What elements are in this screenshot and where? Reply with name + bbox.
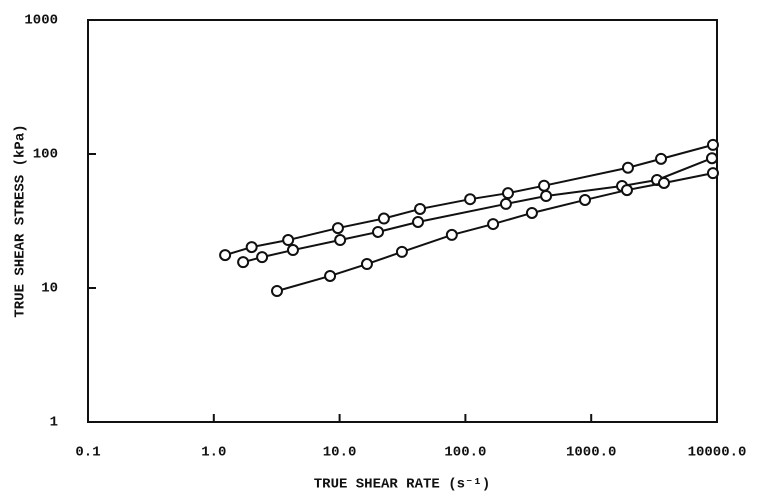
data-point xyxy=(334,234,347,247)
data-point xyxy=(706,167,719,180)
y-tick-label: 1000 xyxy=(24,13,58,29)
data-point xyxy=(445,228,458,241)
data-point xyxy=(377,212,390,225)
x-tick-label: 100.0 xyxy=(444,445,486,461)
data-point xyxy=(256,251,269,264)
x-tick-label: 0.1 xyxy=(75,445,100,461)
data-point xyxy=(620,184,633,197)
y-tick-label: 100 xyxy=(33,147,58,163)
data-point xyxy=(621,161,634,174)
y-tick-label: 1 xyxy=(50,415,58,431)
data-point xyxy=(579,193,592,206)
data-point xyxy=(538,179,551,192)
plot-frame xyxy=(87,19,718,423)
x-tick-label: 10000.0 xyxy=(688,445,747,461)
data-point xyxy=(271,284,284,297)
data-point xyxy=(360,258,373,271)
data-point xyxy=(245,241,258,254)
data-point xyxy=(706,138,719,151)
data-point xyxy=(525,206,538,219)
data-point xyxy=(324,269,337,282)
data-point xyxy=(331,222,344,235)
data-point xyxy=(655,152,668,165)
data-point xyxy=(237,256,250,269)
x-tick-label: 1000.0 xyxy=(566,445,616,461)
x-tick-label: 1.0 xyxy=(201,445,226,461)
data-point xyxy=(657,176,670,189)
data-point xyxy=(487,218,500,231)
data-point xyxy=(372,225,385,238)
data-point xyxy=(219,249,232,262)
series-line xyxy=(242,157,713,264)
data-point xyxy=(395,245,408,258)
data-point xyxy=(499,197,512,210)
y-tick-label: 10 xyxy=(41,281,58,297)
data-point xyxy=(540,189,553,202)
data-point xyxy=(412,215,425,228)
x-axis-label: TRUE SHEAR RATE (s⁻¹) xyxy=(314,477,490,493)
x-tick-label: 10.0 xyxy=(323,445,357,461)
data-point xyxy=(286,244,299,257)
data-point xyxy=(414,202,427,215)
data-point xyxy=(464,193,477,206)
data-point xyxy=(501,187,514,200)
data-point xyxy=(705,152,718,165)
y-axis-label: TRUE SHEAR STRESS (kPa) xyxy=(13,124,29,317)
data-point xyxy=(282,234,295,247)
